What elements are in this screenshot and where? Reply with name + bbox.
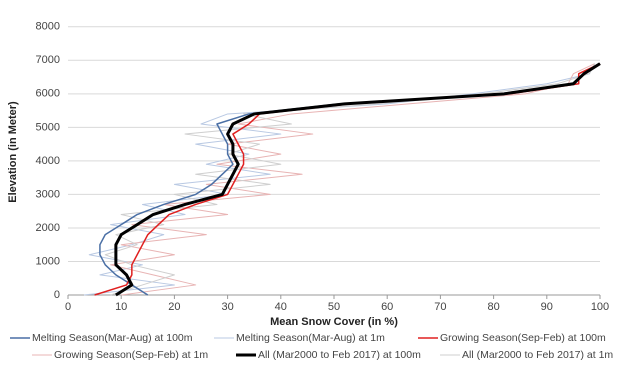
legend-label: Melting Season(Mar-Aug) at 100m — [32, 332, 193, 344]
y-tick-label: 1000 — [36, 255, 60, 267]
x-tick-label: 10 — [115, 301, 127, 313]
x-tick-label: 50 — [328, 301, 340, 313]
series-line — [99, 63, 601, 296]
x-tick-label: 70 — [434, 301, 446, 313]
legend-label: All (Mar2000 to Feb 2017) at 100m — [258, 349, 421, 361]
y-tick-label: 0 — [54, 289, 60, 301]
x-tick-label: 40 — [275, 301, 287, 313]
y-tick-label: 7000 — [36, 54, 60, 66]
series-line — [104, 63, 596, 296]
y-tick-label: 8000 — [36, 21, 60, 33]
x-tick-label: 80 — [487, 301, 499, 313]
legend-label: Melting Season(Mar-Aug) at 1m — [236, 332, 385, 344]
x-tick-label: 30 — [221, 301, 233, 313]
y-tick-label: 2000 — [36, 222, 60, 234]
series-line — [114, 62, 601, 297]
y-tick-label: 4000 — [36, 155, 60, 167]
legend-label: All (Mar2000 to Feb 2017) at 1m — [462, 349, 613, 361]
y-axis-title: Elevation (in Meter) — [7, 101, 19, 203]
legend-label: Growing Season(Sep-Feb) at 100m — [440, 332, 606, 344]
series-line — [83, 63, 596, 296]
y-tick-label: 3000 — [36, 188, 60, 200]
x-axis-title: Mean Snow Cover (in %) — [270, 316, 398, 328]
x-tick-label: 20 — [168, 301, 180, 313]
series-line — [110, 63, 595, 296]
x-tick-label: 0 — [65, 301, 71, 313]
x-tick-label: 90 — [541, 301, 553, 313]
x-tick-label: 100 — [591, 301, 609, 313]
series-line — [94, 62, 601, 296]
legend-label: Growing Season(Sep-Feb) at 1m — [54, 349, 208, 361]
y-tick-label: 5000 — [36, 121, 60, 133]
y-tick-label: 6000 — [36, 88, 60, 100]
x-tick-label: 60 — [381, 301, 393, 313]
